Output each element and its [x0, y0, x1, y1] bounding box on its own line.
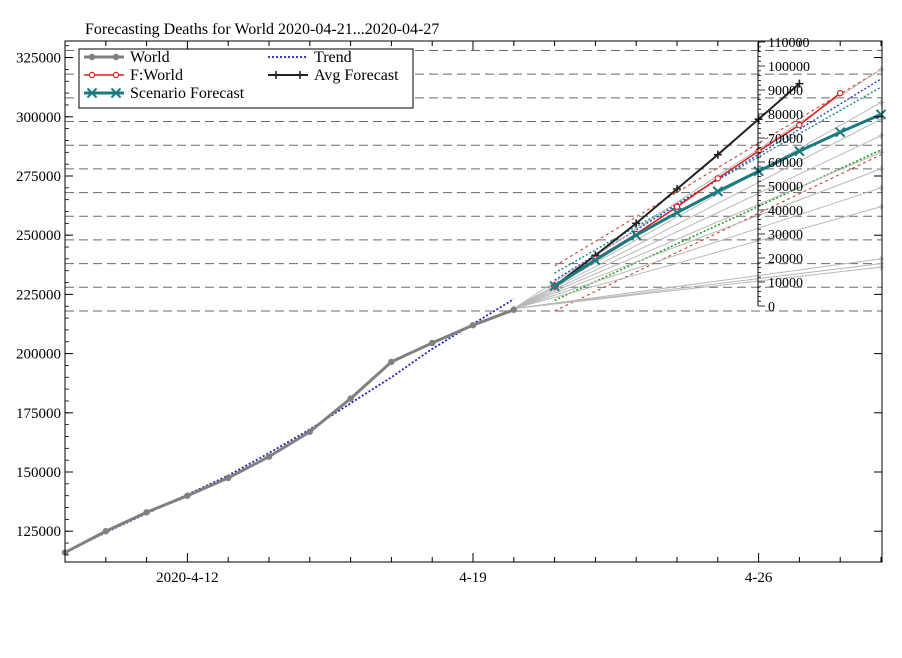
aux-line [513, 168, 882, 310]
data-point [388, 358, 395, 366]
inset-tick-label: 10000 [768, 276, 803, 291]
aux-marker [878, 66, 884, 73]
legend-label: Trend [314, 49, 352, 66]
data-point [671, 207, 683, 218]
inset-tick-label: 80000 [768, 108, 803, 123]
legend: World Trend F:World Avg Forecast Scenario Fo… [78, 48, 414, 109]
aux-line [513, 187, 882, 310]
data-point [347, 395, 354, 402]
legend-marker [272, 71, 280, 79]
legend-label: World [130, 49, 170, 66]
y-tick-label: 200000 [16, 347, 61, 363]
inset-tick-label: 0 [768, 300, 775, 315]
data-point [510, 306, 517, 313]
y-tick-label: 275000 [16, 169, 61, 185]
aux-marker [878, 165, 884, 172]
aux-marker [878, 132, 884, 139]
aux-line [554, 149, 882, 302]
aux-line [513, 135, 882, 310]
data-point [143, 509, 150, 516]
y-tick-label: 225000 [16, 287, 61, 303]
inset-axis: 1100001000009000080000700006000050000400… [757, 36, 810, 315]
aux-line [513, 258, 882, 310]
x-tick-label: 4-19 [459, 570, 487, 586]
inset-tick-label: 20000 [768, 252, 803, 267]
series-layer [61, 79, 887, 556]
inset-tick-label: 60000 [768, 156, 803, 171]
inset-tick-label: 110000 [768, 36, 809, 51]
inset-tick-label: 70000 [768, 132, 803, 147]
legend-marker [110, 87, 122, 99]
data-point [837, 89, 844, 97]
aux-line [513, 266, 882, 310]
data-point [796, 121, 803, 129]
data-point [795, 79, 804, 88]
aux-marker [878, 99, 884, 106]
x-tick-label: 4-26 [745, 570, 773, 586]
data-point [712, 186, 724, 197]
y-tick-label: 125000 [16, 524, 61, 540]
data-point [306, 428, 313, 435]
legend-marker [296, 71, 304, 79]
legend-marker [112, 71, 120, 79]
aux-line [513, 118, 882, 310]
inset-tick-label: 50000 [768, 180, 803, 195]
inset-tick-label: 90000 [768, 84, 803, 99]
y-tick-label: 300000 [16, 110, 61, 126]
aux-line [554, 86, 882, 274]
data-point [590, 254, 601, 266]
y-tick-label: 175000 [16, 406, 61, 422]
data-point [632, 219, 641, 228]
legend-marker [112, 53, 120, 61]
aux-line [513, 263, 882, 310]
series-line-world [64, 308, 515, 554]
data-point [184, 492, 191, 499]
grid-layer [65, 49, 882, 312]
data-point [469, 321, 477, 329]
data-point [429, 339, 436, 347]
series-line-trend [64, 298, 515, 554]
x-tick-label: 2020-4-12 [156, 570, 219, 586]
aux-marker [878, 184, 884, 191]
x-axis: 2020-4-12 4-19 4-26 [64, 41, 882, 586]
legend-marker [88, 71, 96, 79]
y-tick-label: 325000 [16, 51, 61, 67]
chart-title: Forecasting Deaths for World 2020-04-21.… [85, 21, 439, 38]
data-point [755, 147, 762, 155]
legend-label: Avg Forecast [314, 67, 399, 84]
legend-marker [86, 87, 98, 99]
aux-line [513, 206, 882, 310]
inset-tick-label: 100000 [768, 60, 810, 75]
inset-tick-label: 40000 [768, 204, 803, 219]
data-point [673, 185, 681, 194]
aux-line [554, 154, 882, 312]
legend-box [78, 48, 414, 109]
data-point [102, 528, 110, 535]
inset-tick-label: 30000 [768, 228, 803, 243]
aux-line [513, 151, 882, 310]
data-point [673, 203, 681, 210]
y-tick-label: 250000 [16, 228, 61, 244]
legend-label: F:World [130, 67, 183, 84]
y-tick-label: 150000 [16, 465, 61, 481]
data-point [630, 229, 642, 241]
data-point [265, 453, 273, 460]
data-point [834, 126, 846, 138]
data-point [875, 109, 887, 120]
legend-marker [88, 53, 96, 61]
aux-marker [878, 264, 884, 271]
data-point [713, 150, 722, 159]
data-point [549, 280, 560, 292]
legend-label: Scenario Forecast [130, 85, 245, 102]
series-line-scenario-forecast [553, 113, 882, 288]
data-point [714, 175, 722, 182]
aux-marker [878, 203, 884, 210]
aux-marker [878, 149, 884, 156]
data-point [225, 474, 232, 482]
data-point [794, 145, 805, 157]
y-axis: 1250001500001750002000002250002500002750… [16, 45, 882, 556]
